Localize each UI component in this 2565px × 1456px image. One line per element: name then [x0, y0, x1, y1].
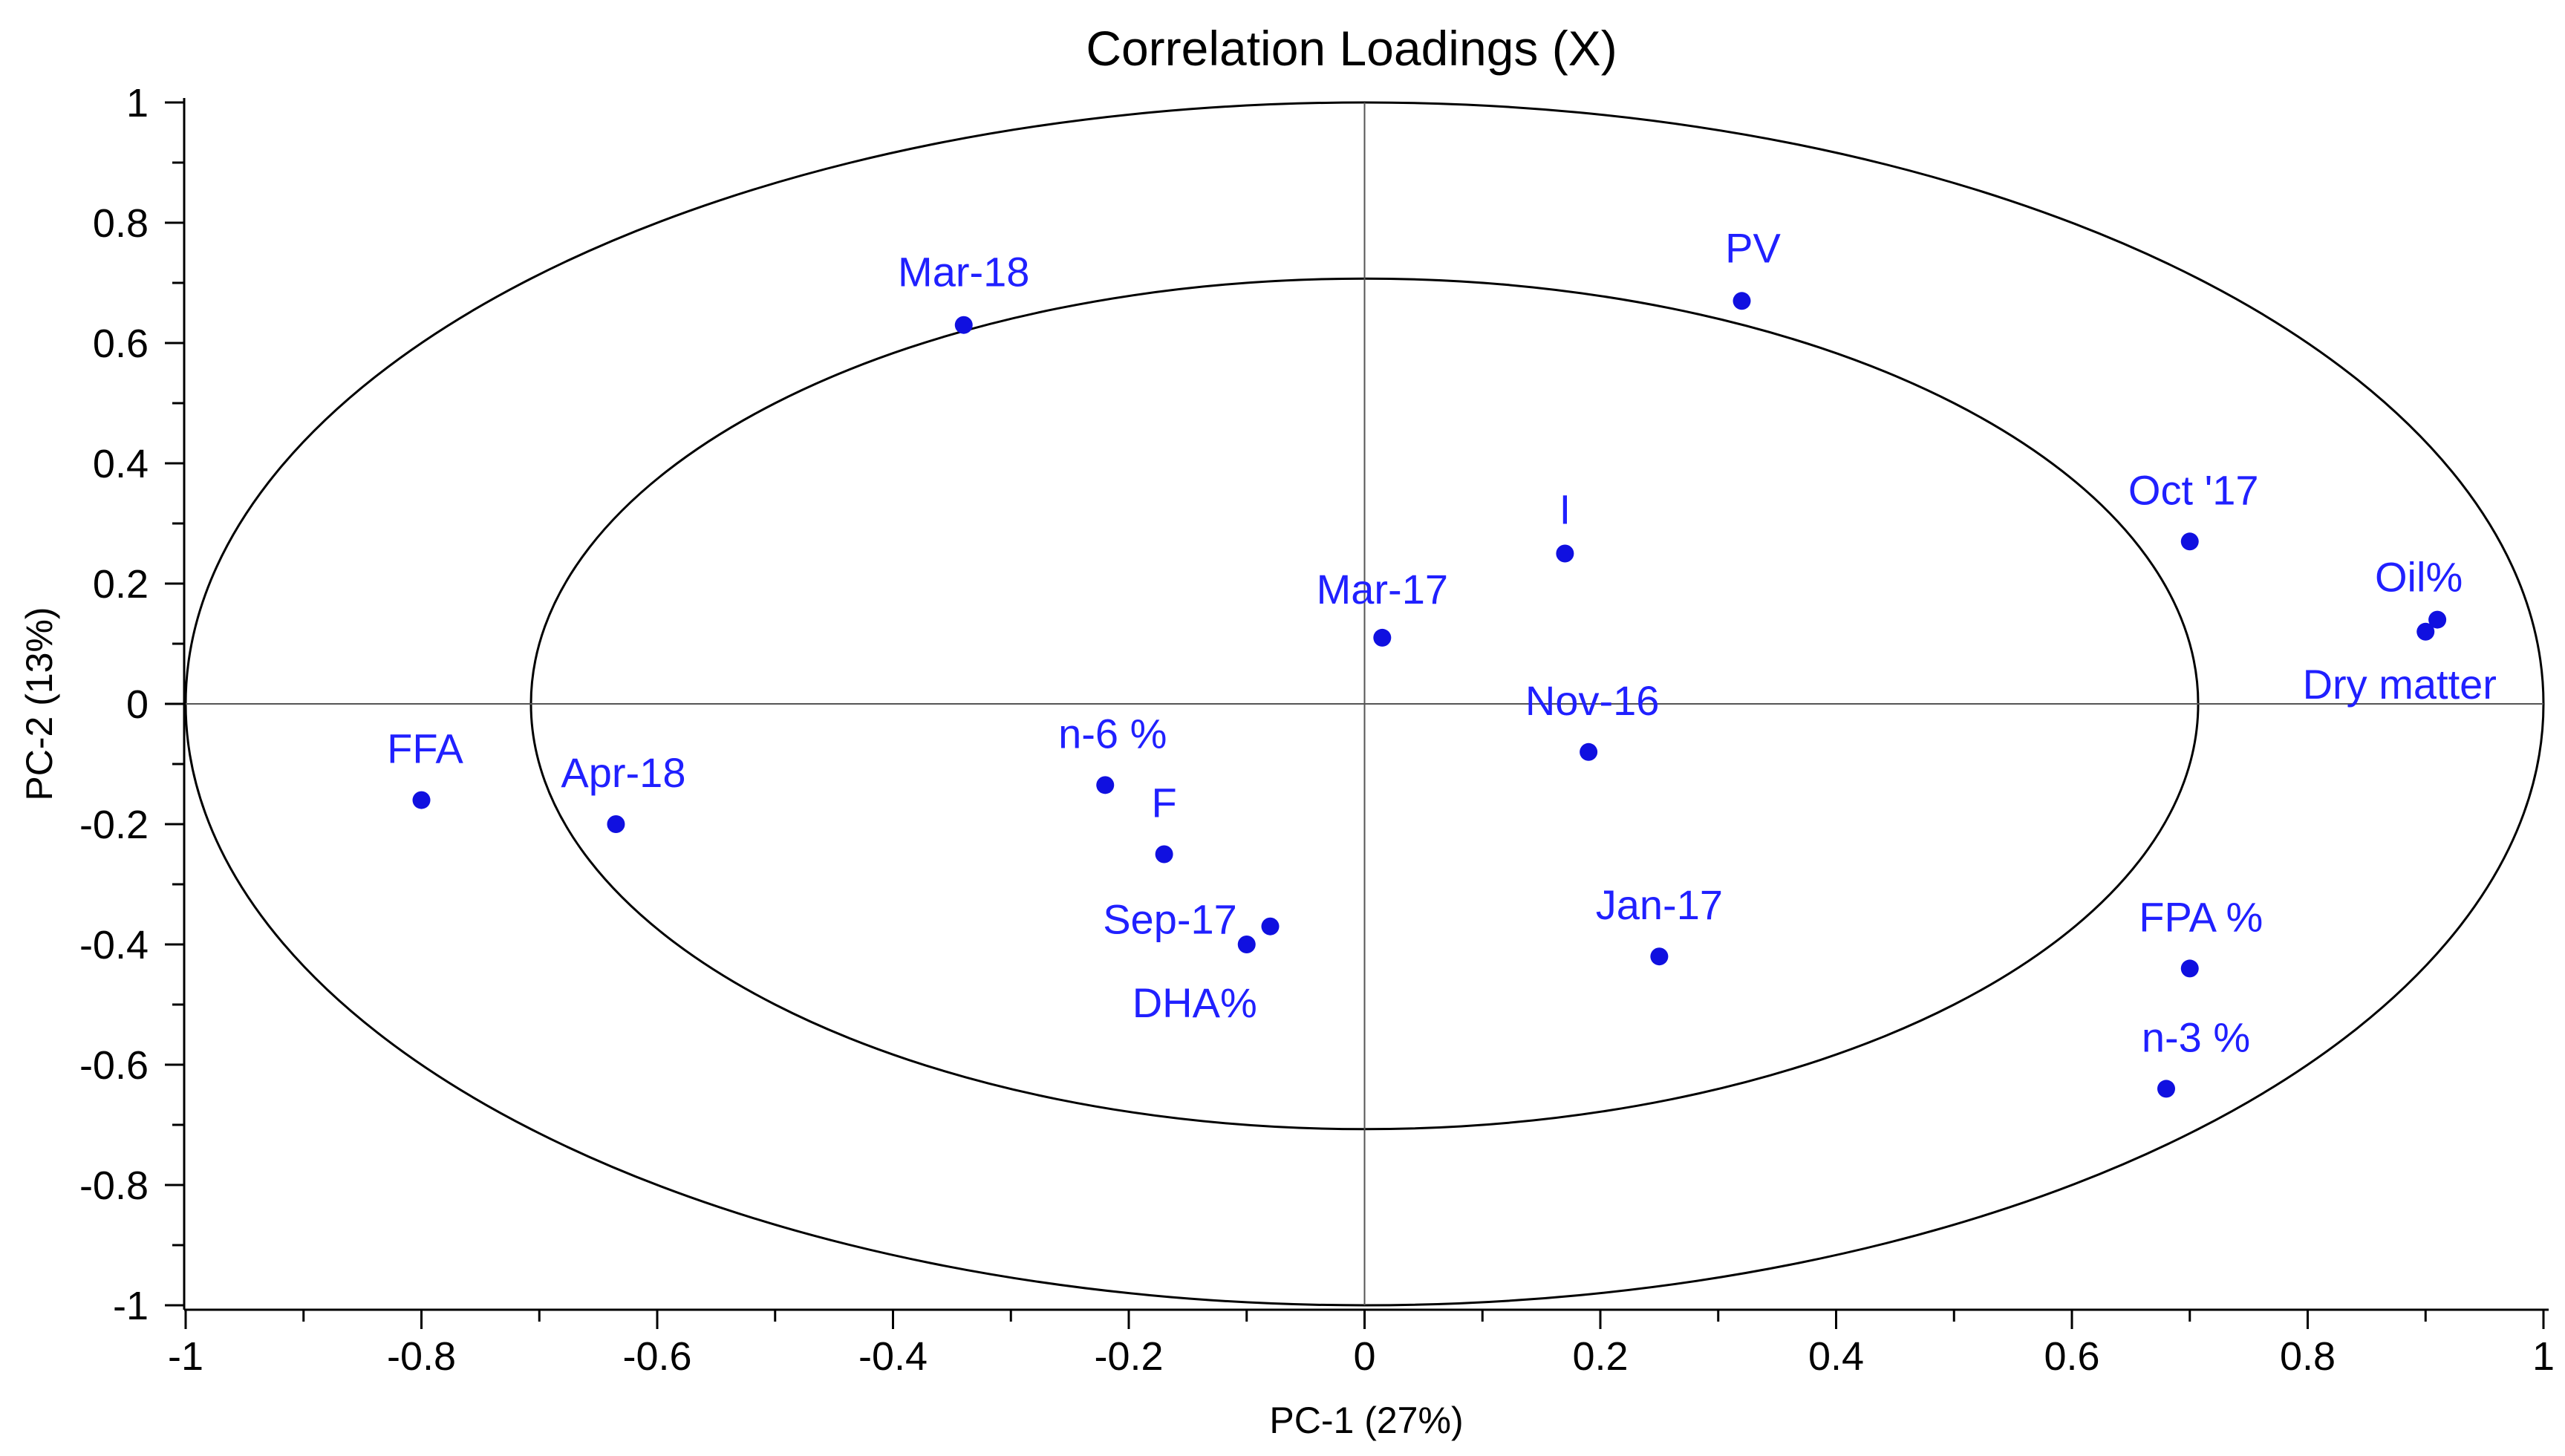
- chart-title: Correlation Loadings (X): [1086, 21, 1617, 76]
- data-point-labels: Mar-18 PV I Oct '17 Oil% Dry matter Mar-17 Nov-…: [387, 224, 2497, 1060]
- label-mar-17: Mar-17: [1317, 566, 1448, 613]
- label-ffa: FFA: [387, 725, 463, 772]
- label-sep-17: Sep-17: [1103, 896, 1237, 943]
- label-dry-matter: Dry matter: [2303, 661, 2497, 708]
- point-sep-17: [1261, 917, 1280, 936]
- x-tick-label: 0.6: [2044, 1334, 2099, 1379]
- y-tick-label: 0.2: [93, 562, 149, 607]
- point-dha: [1237, 936, 1256, 953]
- zero-reference-lines: [186, 102, 2543, 1305]
- point-dry-matter: [2416, 622, 2435, 641]
- point-oil: [2428, 610, 2447, 629]
- label-n-6: n-6 %: [1058, 710, 1167, 757]
- label-apr-18: Apr-18: [561, 749, 685, 796]
- point-mar-17: [1373, 628, 1392, 647]
- y-tick-label: 0.4: [93, 442, 149, 486]
- x-tick-label: 0.2: [1572, 1334, 1628, 1379]
- data-points: [412, 292, 2447, 1098]
- y-tick-label: 0.8: [93, 201, 149, 246]
- label-nov-16: Nov-16: [1525, 677, 1660, 724]
- label-f: F: [1152, 780, 1177, 826]
- y-tick-label: -1: [113, 1284, 149, 1328]
- point-n-3: [2157, 1080, 2175, 1098]
- point-jan-17: [1650, 947, 1669, 966]
- x-tick-label: -1: [168, 1334, 203, 1379]
- y-tick-label: 0: [126, 682, 149, 727]
- y-tick-label: -0.8: [79, 1163, 149, 1208]
- point-oct-17: [2180, 532, 2199, 551]
- point-nov-16: [1580, 742, 1598, 761]
- label-jan-17: Jan-17: [1596, 881, 1723, 928]
- label-fpa: FPA %: [2139, 893, 2263, 940]
- y-axis-ticks: 1 0.8 0.6 0.4 0.2 0 -0.2 -0.4 -0.6 -0.8 -1: [79, 81, 184, 1328]
- point-n-6: [1096, 776, 1115, 794]
- x-tick-label: 1: [2532, 1334, 2555, 1379]
- x-tick-label: -0.4: [858, 1334, 928, 1379]
- point-apr-18: [607, 815, 625, 833]
- x-tick-label: -0.2: [1094, 1334, 1163, 1379]
- label-n-3: n-3 %: [2142, 1013, 2250, 1060]
- label-i: I: [1559, 486, 1571, 533]
- x-axis-title: PC-1 (27%): [1269, 1400, 1463, 1441]
- x-tick-label: 0.8: [2280, 1334, 2336, 1379]
- y-tick-label: 1: [126, 81, 149, 125]
- x-axis-ticks: -1 -0.8 -0.6 -0.4 -0.2 0 0.2 0.4 0.6 0.8 1: [168, 1310, 2555, 1379]
- x-tick-label: -0.6: [622, 1334, 691, 1379]
- y-tick-label: 0.6: [93, 321, 149, 366]
- point-fpa: [2180, 959, 2199, 978]
- x-tick-label: 0: [1353, 1334, 1375, 1379]
- label-oil: Oil%: [2375, 554, 2463, 601]
- point-f: [1155, 845, 1173, 864]
- point-ffa: [412, 791, 431, 809]
- point-i: [1556, 544, 1574, 563]
- label-dha: DHA%: [1132, 979, 1257, 1026]
- label-oct-17: Oct '17: [2128, 466, 2259, 513]
- point-mar-18: [954, 316, 973, 334]
- y-tick-label: -0.6: [79, 1043, 149, 1088]
- x-tick-label: 0.4: [1808, 1334, 1864, 1379]
- label-mar-18: Mar-18: [898, 249, 1029, 296]
- label-pv: PV: [1725, 224, 1781, 271]
- y-tick-label: -0.2: [79, 803, 149, 847]
- x-tick-label: -0.8: [387, 1334, 456, 1379]
- point-pv: [1733, 292, 1751, 310]
- y-axis-title: PC-2 (13%): [19, 607, 60, 800]
- y-tick-label: -0.4: [79, 923, 149, 967]
